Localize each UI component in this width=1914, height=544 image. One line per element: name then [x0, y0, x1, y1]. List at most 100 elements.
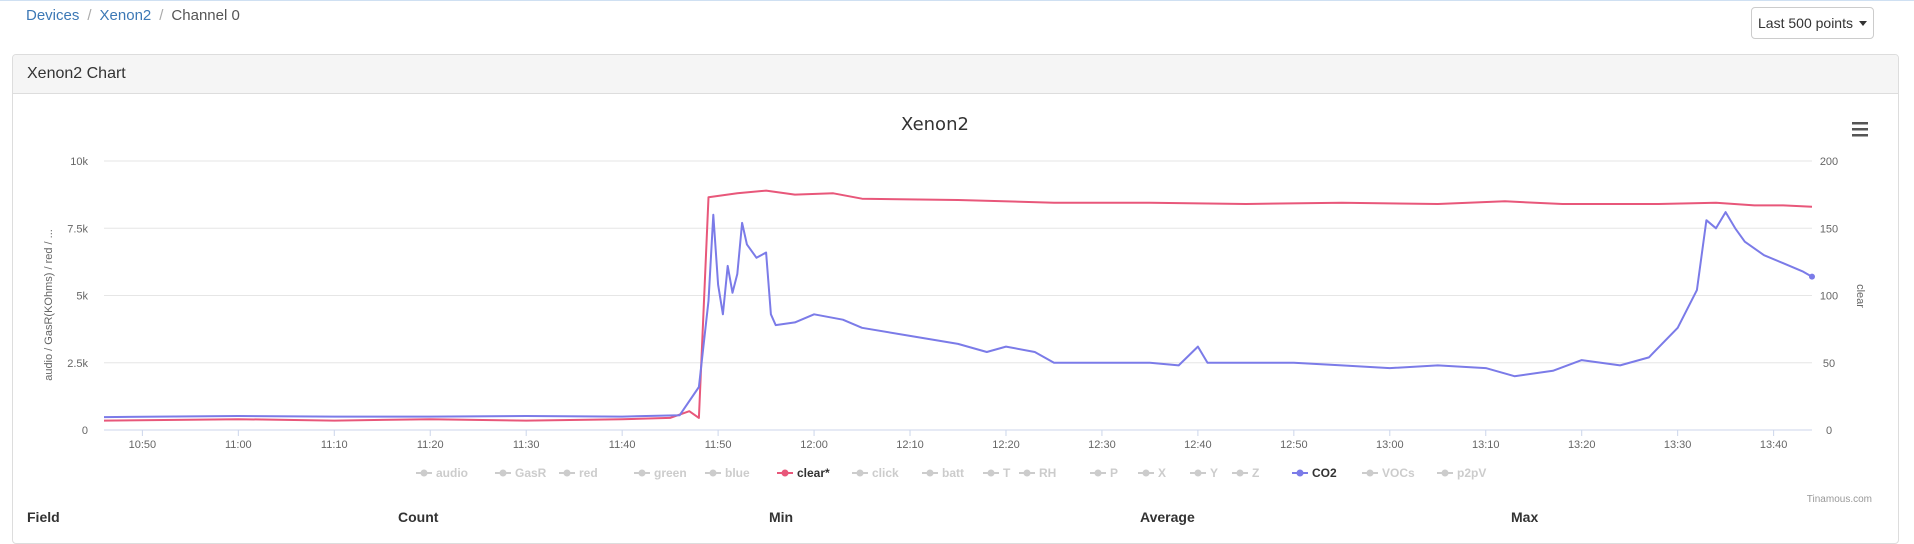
legend-label: blue [725, 466, 750, 480]
legend-item-clear[interactable]: clear* [777, 466, 830, 480]
legend-label: batt [942, 466, 964, 480]
legend-marker [563, 469, 571, 477]
breadcrumb-separator: / [87, 7, 92, 24]
legend-marker [1366, 469, 1374, 477]
breadcrumb-separator: / [159, 7, 164, 24]
x-tick-label: 11:20 [417, 439, 444, 451]
legend-label: green [654, 466, 687, 480]
legend-marker [926, 469, 934, 477]
y-right-tick-label: 150 [1820, 223, 1838, 235]
legend-label: CO2 [1312, 466, 1337, 480]
legend-item-x[interactable]: X [1138, 466, 1166, 480]
legend-label: GasR [515, 466, 547, 480]
points-range-dropdown[interactable]: Last 500 points [1751, 7, 1874, 39]
legend-marker [856, 469, 864, 477]
x-tick-label: 12:00 [800, 439, 828, 451]
legend-marker [1296, 469, 1304, 477]
y-right-tick-label: 100 [1820, 291, 1838, 303]
legend-label: click [872, 466, 899, 480]
y-left-tick-label: 5k [76, 291, 88, 303]
breadcrumb-devices-link[interactable]: Devices [26, 7, 80, 24]
x-tick-label: 13:30 [1664, 439, 1692, 451]
x-tick-label: 13:40 [1760, 439, 1788, 451]
breadcrumb: Devices / Xenon2 / Channel 0 [26, 7, 240, 24]
x-tick-label: 12:40 [1184, 439, 1212, 451]
legend-item-p[interactable]: P [1090, 466, 1118, 480]
legend-item-z[interactable]: Z [1232, 466, 1259, 480]
legend-label: red [579, 466, 598, 480]
legend-label: clear* [797, 466, 830, 480]
legend-item-green[interactable]: green [634, 466, 687, 480]
legend-label: VOCs [1382, 466, 1415, 480]
legend-marker [1236, 469, 1244, 477]
legend-item-blue[interactable]: blue [705, 466, 750, 480]
legend-marker [781, 469, 789, 477]
legend-marker [1441, 469, 1449, 477]
x-tick-label: 12:30 [1088, 439, 1116, 451]
column-header-field: Field [27, 509, 60, 525]
legend-item-y[interactable]: Y [1190, 466, 1218, 480]
legend-item-click[interactable]: click [852, 466, 899, 480]
legend-marker [1142, 469, 1150, 477]
legend-item-batt[interactable]: batt [922, 466, 964, 480]
y-right-tick-label: 50 [1823, 358, 1835, 370]
y-right-tick-label: 200 [1820, 156, 1838, 168]
x-tick-label: 10:50 [129, 439, 157, 451]
y-axis-right-label: clear [1854, 284, 1866, 308]
legend-item-t[interactable]: T [983, 466, 1011, 480]
points-range-label: Last 500 points [1758, 15, 1853, 31]
legend-marker [638, 469, 646, 477]
x-tick-label: 13:10 [1472, 439, 1500, 451]
y-right-tick-label: 0 [1826, 425, 1832, 437]
legend-item-audio[interactable]: audio [416, 466, 468, 480]
breadcrumb-current: Channel 0 [171, 7, 240, 24]
caret-down-icon [1858, 20, 1867, 26]
legend-label: Y [1210, 466, 1218, 480]
legend-marker [499, 469, 507, 477]
y-axis-left-label: audio / GasR(KOhms) / red / ... [43, 229, 55, 381]
legend-label: audio [436, 466, 468, 480]
legend-label: T [1003, 466, 1011, 480]
breadcrumb-device-link[interactable]: Xenon2 [99, 7, 152, 24]
top-border [0, 0, 1914, 1]
column-header-average: Average [1140, 509, 1195, 525]
legend-item-co2[interactable]: CO2 [1292, 466, 1337, 480]
chart-credit[interactable]: Tinamous.com [1807, 494, 1872, 505]
series-line-co2 [103, 211, 1813, 419]
legend-marker [709, 469, 717, 477]
chart-title: Xenon2 [901, 114, 969, 135]
legend-label: X [1158, 466, 1166, 480]
legend-label: p2pV [1457, 466, 1486, 480]
chart-panel: Xenon2 Chart [12, 54, 1899, 544]
x-tick-label: 11:40 [609, 439, 636, 451]
legend-item-rh[interactable]: RH [1019, 466, 1056, 480]
series-end-marker [1809, 273, 1815, 280]
y-left-tick-label: 7.5k [67, 223, 88, 235]
legend-marker [987, 469, 995, 477]
legend-marker [420, 469, 428, 477]
series-line-clear [103, 189, 1813, 422]
legend-label: Z [1252, 466, 1259, 480]
legend-item-vocs[interactable]: VOCs [1362, 466, 1415, 480]
y-left-tick-label: 0 [82, 425, 88, 437]
x-tick-label: 11:00 [225, 439, 252, 451]
x-tick-label: 12:50 [1280, 439, 1308, 451]
legend-item-red[interactable]: red [559, 466, 598, 480]
legend-label: RH [1039, 466, 1056, 480]
y-left-tick-label: 10k [70, 156, 88, 168]
chart-svg: Xenon2 0 2.5k 5k 7.5k 10k 0 50 100 150 200 10:50… [43, 114, 1872, 505]
x-tick-label: 11:10 [321, 439, 348, 451]
x-tick-label: 13:20 [1568, 439, 1596, 451]
legend-marker [1094, 469, 1102, 477]
chart-menu-icon[interactable] [1852, 122, 1868, 137]
legend-item-gasr[interactable]: GasR [495, 466, 547, 480]
x-tick-label: 13:00 [1376, 439, 1404, 451]
legend-item-p2pv[interactable]: p2pV [1437, 466, 1486, 480]
panel-title: Xenon2 Chart [13, 55, 1898, 94]
x-tick-label: 12:10 [896, 439, 924, 451]
y-left-tick-label: 2.5k [67, 358, 88, 370]
column-header-max: Max [1511, 509, 1539, 525]
x-tick-label: 11:50 [705, 439, 732, 451]
legend-marker [1194, 469, 1202, 477]
x-tick-label: 12:20 [992, 439, 1020, 451]
